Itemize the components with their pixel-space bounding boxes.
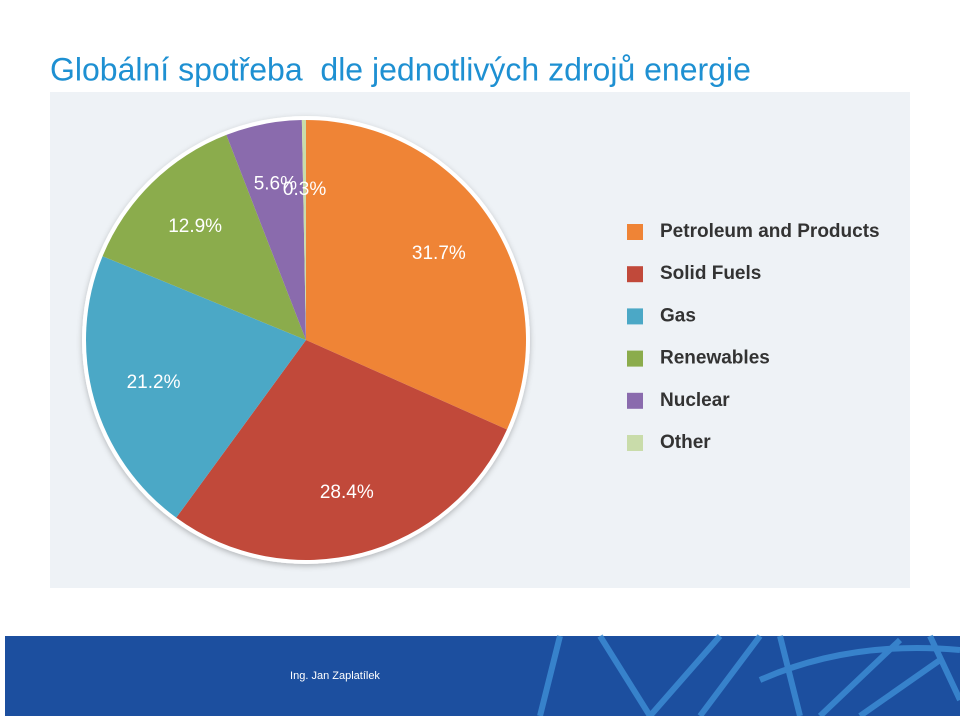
- pie: 31.7% 28.4% 21.2% 12.9% 5.6%0.3%: [86, 120, 527, 560]
- legend-label: Renewables: [660, 348, 770, 369]
- legend-swatch: [627, 266, 643, 283]
- slice-label: 28.4%: [320, 482, 374, 503]
- legend: Petroleum and Products Solid Fuels Gas Rene…: [627, 221, 880, 453]
- legend-swatch: [627, 224, 643, 240]
- legend-swatch: [627, 392, 643, 409]
- slide-title: Globální spotřeba dle jednotlivých zdroj…: [50, 51, 751, 87]
- legend-swatch: [627, 308, 643, 325]
- pie-slice: [306, 120, 527, 430]
- footer-decoration: [537, 634, 960, 716]
- slice-label: 5.6%: [254, 174, 297, 195]
- footer-author: Ing. Jan Zaplatílek: [290, 670, 380, 682]
- slice-label: 21.2%: [127, 372, 181, 393]
- legend-swatch: [627, 435, 643, 451]
- slice-label: 31.7%: [412, 243, 466, 264]
- legend-label: Solid Fuels: [660, 263, 761, 284]
- pie-slice: [176, 340, 507, 560]
- footer-band: [5, 636, 960, 716]
- pie-slice: [86, 256, 306, 518]
- legend-label: Other: [660, 432, 711, 453]
- legend-label: Gas: [660, 305, 696, 326]
- slice-label: 12.9%: [168, 216, 222, 237]
- legend-label: Petroleum and Products: [660, 221, 880, 242]
- slice-label: 0.3%: [283, 179, 326, 200]
- pie-slice: [226, 120, 306, 340]
- pie-slice: [301, 120, 306, 340]
- legend-label: Nuclear: [660, 390, 730, 411]
- legend-swatch: [627, 350, 643, 367]
- pie-slice: [102, 134, 306, 340]
